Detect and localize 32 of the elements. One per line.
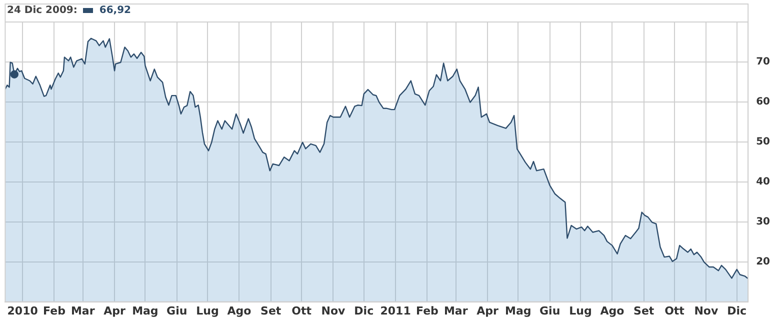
- x-tick-label: Mag: [132, 304, 158, 318]
- x-tick-label: Ago: [600, 304, 625, 318]
- x-tick-label: Set: [634, 304, 654, 318]
- y-tick-label: 20: [756, 256, 770, 268]
- x-tick-label: Ott: [664, 304, 684, 318]
- x-tick-label: Lug: [196, 304, 219, 318]
- text: 66,92: [99, 5, 132, 16]
- x-tick-label: Set: [260, 304, 282, 318]
- x-tick-label: Mar: [444, 304, 468, 318]
- x-tick-label: Apr: [104, 304, 126, 318]
- y-tick-label: 60: [756, 96, 770, 108]
- text: 24 Dic 2009:: [7, 5, 78, 16]
- x-tick-label: Feb: [43, 304, 66, 318]
- x-tick-label: Dic: [727, 304, 747, 318]
- x-tick-label: 2011: [380, 304, 411, 318]
- x-tick-label: Mag: [505, 304, 532, 318]
- x-tick-label: Feb: [416, 304, 439, 318]
- y-tick-label: 70: [756, 56, 770, 68]
- x-tick-label: Lug: [569, 304, 592, 318]
- x-tick-label: Ago: [227, 304, 252, 318]
- x-tick-label: Giu: [166, 304, 188, 318]
- y-tick-label: 40: [756, 176, 770, 188]
- y-tick-label: 50: [756, 136, 770, 148]
- x-tick-label: Mar: [70, 304, 96, 318]
- x-tick-label: Dic: [354, 304, 374, 318]
- x-tick-label: Apr: [476, 304, 499, 318]
- x-tick-label: Giu: [540, 304, 560, 318]
- y-tick-label: 30: [756, 216, 770, 228]
- x-tick-label: Nov: [694, 304, 719, 318]
- x-tick-label: Nov: [321, 304, 346, 318]
- x-tick-label: Ott: [292, 304, 312, 318]
- x-tick-label: 2010: [7, 304, 38, 318]
